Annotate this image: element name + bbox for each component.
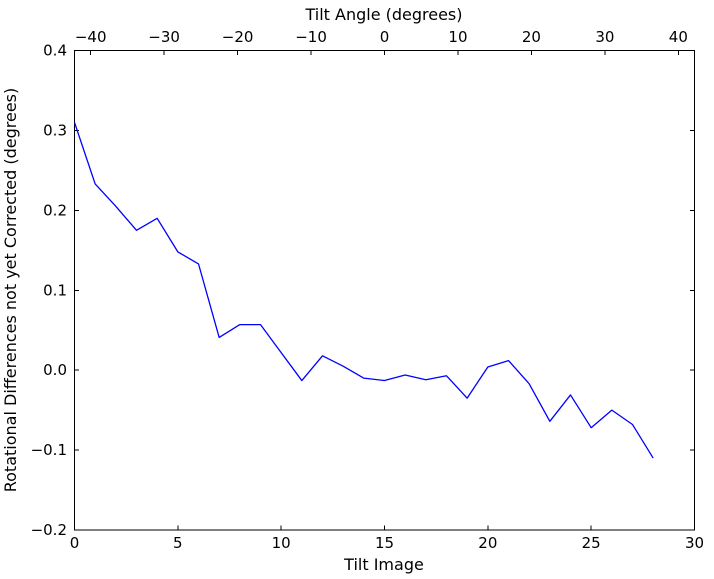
x-tick-label: 0 <box>70 534 80 552</box>
y-tick-label: 0.4 <box>43 42 67 60</box>
top-tick-label: −10 <box>295 28 327 46</box>
top-tick-label: −20 <box>222 28 254 46</box>
x-tick-label: 5 <box>173 534 183 552</box>
x-tick-label: 25 <box>582 534 601 552</box>
y-tick-label: 0.0 <box>43 361 67 379</box>
y-tick-label: −0.2 <box>31 521 67 539</box>
x-tick-label: 20 <box>478 534 497 552</box>
top-tick-label: 10 <box>448 28 467 46</box>
top-axis-title: Tilt Angle (degrees) <box>304 5 462 24</box>
y-tick-label: 0.1 <box>43 281 67 299</box>
y-tick-label: 0.3 <box>43 121 67 139</box>
top-tick-label: −30 <box>148 28 180 46</box>
top-tick-label: −40 <box>75 28 107 46</box>
x-axis-title: Tilt Image <box>343 555 424 574</box>
top-tick-label: 20 <box>522 28 541 46</box>
x-tick-label: 10 <box>272 534 291 552</box>
x-tick-label: 30 <box>685 534 704 552</box>
y-tick-label: 0.2 <box>43 201 67 219</box>
top-tick-label: 0 <box>380 28 390 46</box>
y-tick-label: −0.1 <box>31 441 67 459</box>
y-axis-title: Rotational Differences not yet Corrected… <box>1 88 20 493</box>
plot-spines <box>74 50 695 531</box>
top-tick-label: 30 <box>595 28 614 46</box>
data-line <box>73 122 654 459</box>
top-tick-label: 40 <box>669 28 688 46</box>
plot-generated-layer: 0 5 10 15 20 25 30 −40 −30 −20 −10 0 10 20 30 40 0.4 0.3 0… <box>31 28 704 552</box>
x-tick-label: 15 <box>375 534 394 552</box>
